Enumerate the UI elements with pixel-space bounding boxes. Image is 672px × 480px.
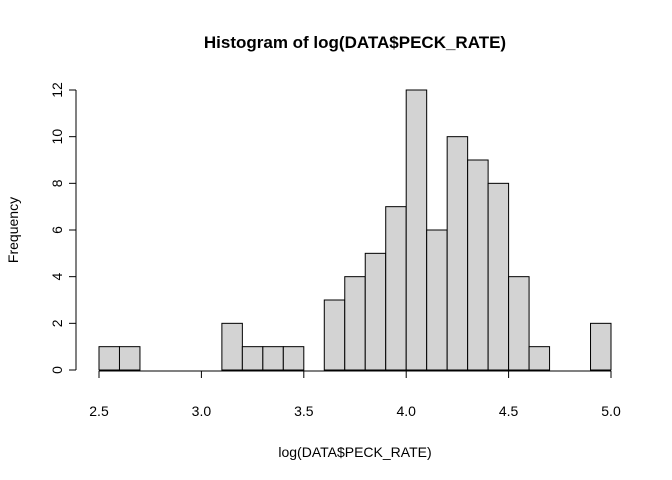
histogram-bar	[344, 276, 366, 371]
x-axis: 2.5 3.0 3.5 4.0 4.5 5.0	[89, 370, 621, 419]
histogram-bar	[508, 276, 530, 371]
histogram-bar	[323, 299, 346, 371]
histogram-bar	[385, 206, 407, 371]
y-tick-label: 12	[49, 82, 65, 98]
y-tick-label: 0	[49, 366, 65, 374]
histogram-bar	[446, 136, 469, 371]
histogram-bar	[467, 159, 489, 371]
x-tick-label: 3.0	[192, 403, 212, 419]
y-tick-label: 6	[49, 226, 65, 234]
histogram-bar	[590, 322, 612, 371]
x-tick-label: 4.5	[499, 403, 519, 419]
x-tick-label: 5.0	[601, 403, 621, 419]
histogram-bar	[221, 322, 243, 371]
histogram-bar	[241, 346, 264, 371]
y-tick-label: 4	[49, 273, 65, 281]
histogram-bar	[118, 346, 141, 371]
y-tick-label: 2	[49, 319, 65, 327]
y-axis: 0 2 4 6 8 10 12	[49, 82, 77, 374]
y-tick-label: 10	[49, 129, 65, 145]
histogram-bar	[282, 346, 305, 371]
chart-title: Histogram of log(DATA$PECK_RATE)	[204, 33, 506, 52]
histogram-bar	[262, 346, 284, 371]
histogram-bar	[528, 346, 551, 371]
bars-group	[98, 89, 612, 371]
histogram-bar	[426, 229, 448, 371]
histogram-bar	[487, 182, 510, 371]
histogram-bar	[98, 346, 120, 371]
histogram-bar	[405, 89, 428, 371]
y-tick-label: 8	[49, 179, 65, 187]
x-tick-label: 2.5	[89, 403, 109, 419]
x-tick-label: 4.0	[396, 403, 416, 419]
x-axis-label: log(DATA$PECK_RATE)	[278, 444, 431, 460]
y-axis-label: Frequency	[5, 197, 21, 263]
histogram-bar	[364, 252, 387, 371]
x-tick-label: 3.5	[294, 403, 314, 419]
